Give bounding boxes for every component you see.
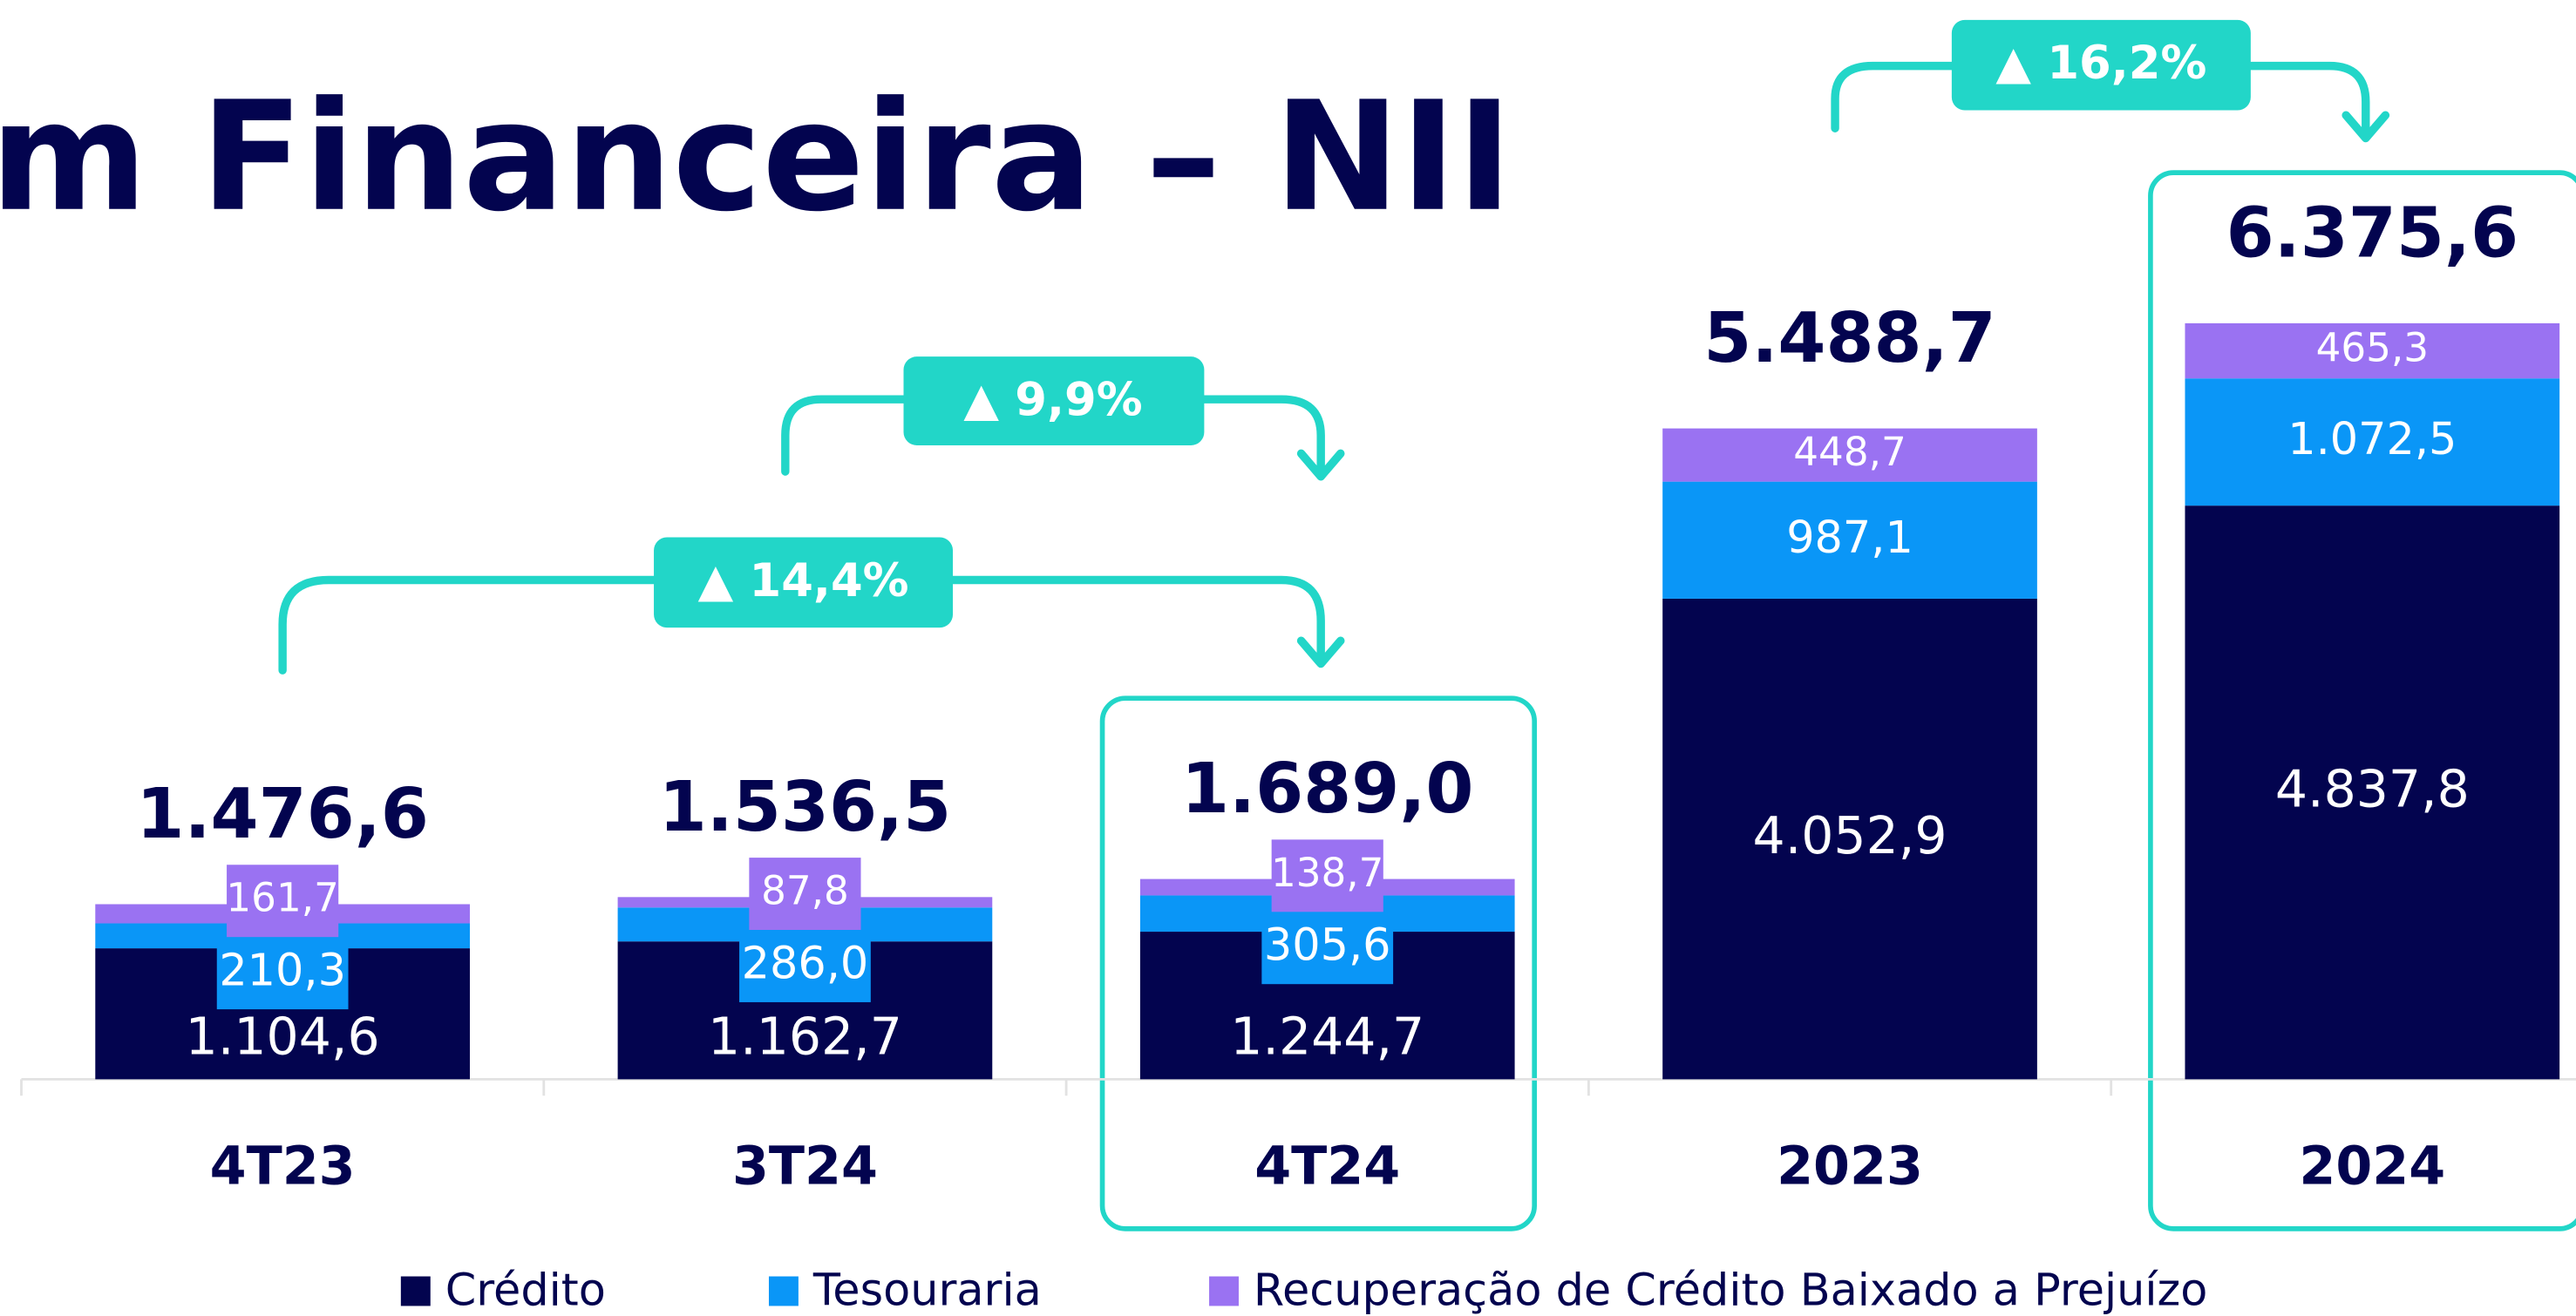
value-label-box [1271,839,1383,912]
value-label: 138,7 [1271,850,1383,896]
value-label: 210,3 [219,945,346,996]
growth-badge [654,537,954,628]
growth-label: ▲ 16,2% [1995,37,2206,90]
value-label: 1.162,7 [708,1007,902,1066]
growth-badge [1951,19,2251,111]
x-tick-label: 2024 [2299,1136,2445,1197]
legend-swatch [400,1276,431,1306]
total-label: 1.476,6 [136,774,428,854]
value-label: 448,7 [1793,429,1906,475]
total-label: 5.488,7 [1703,298,1995,378]
growth-label: ▲ 9,9% [963,374,1142,427]
bar-segment [1662,481,2037,599]
value-label-box [1261,912,1394,985]
value-label-box [739,930,871,1002]
total-label: 6.375,6 [2226,193,2518,273]
value-label: 987,1 [1786,512,1913,563]
value-label: 4.837,8 [2275,759,2470,818]
growth-badge [903,356,1205,445]
value-label: 4.052,9 [1753,806,1947,865]
value-label: 305,6 [1264,919,1391,971]
value-label: 87,8 [761,868,849,914]
value-label: 161,7 [226,875,338,921]
x-tick-label: 3T24 [732,1136,878,1197]
bar-segment [2185,322,2560,379]
highlight-box [2148,170,2576,1231]
bar-segment [2185,378,2560,506]
legend-label: Tesouraria [812,1264,1042,1315]
value-label: 1.244,7 [1230,1007,1424,1066]
value-label-box [216,937,349,1010]
bar-segment [2185,505,2560,1080]
x-tick-label: 4T23 [210,1136,356,1197]
growth-label: ▲ 14,4% [698,554,909,607]
value-label-box [227,865,339,938]
legend-swatch [1209,1276,1239,1306]
legend-label: Crédito [445,1264,606,1315]
bar-segment [1662,598,2037,1080]
total-label: 1.536,5 [659,767,951,847]
chart-title: m Financeira – NII [0,69,1512,245]
value-label: 1.072,5 [2287,413,2457,465]
value-label: 1.104,6 [186,1007,380,1066]
value-label: 286,0 [742,937,869,988]
x-tick-label: 4T24 [1254,1136,1400,1197]
total-label: 1.689,0 [1181,749,1473,829]
highlight-box [1099,695,1538,1231]
value-label: 465,3 [2316,325,2429,371]
bar-segment [1662,428,2037,482]
legend-swatch [768,1276,799,1306]
legend-label: Recuperação de Crédito Baixado a Prejuíz… [1254,1264,2207,1315]
value-label-box [749,858,861,931]
x-tick-label: 2023 [1777,1136,1923,1197]
